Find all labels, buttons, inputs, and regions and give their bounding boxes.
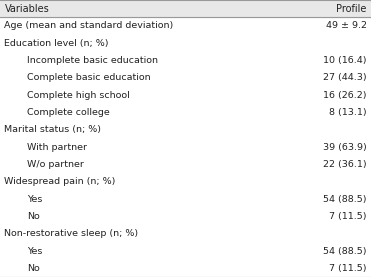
Text: Non-restorative sleep (n; %): Non-restorative sleep (n; %) — [4, 229, 139, 238]
Text: Yes: Yes — [27, 247, 42, 255]
Text: Education level (n; %): Education level (n; %) — [4, 39, 109, 48]
Text: 49 ± 9.2: 49 ± 9.2 — [325, 22, 367, 30]
Text: 7 (11.5): 7 (11.5) — [329, 264, 367, 273]
Text: 7 (11.5): 7 (11.5) — [329, 212, 367, 221]
Text: No: No — [27, 212, 39, 221]
Text: Complete high school: Complete high school — [27, 91, 129, 100]
Text: 27 (44.3): 27 (44.3) — [323, 73, 367, 82]
Text: Age (mean and standard deviation): Age (mean and standard deviation) — [4, 22, 174, 30]
Text: 54 (88.5): 54 (88.5) — [323, 195, 367, 204]
Text: Marital status (n; %): Marital status (n; %) — [4, 125, 101, 134]
Text: Widespread pain (n; %): Widespread pain (n; %) — [4, 177, 116, 186]
Text: Complete basic education: Complete basic education — [27, 73, 150, 82]
Text: With partner: With partner — [27, 143, 87, 152]
Text: No: No — [27, 264, 39, 273]
Text: 10 (16.4): 10 (16.4) — [323, 56, 367, 65]
Text: W/o partner: W/o partner — [27, 160, 83, 169]
Text: 39 (63.9): 39 (63.9) — [323, 143, 367, 152]
Text: 16 (26.2): 16 (26.2) — [323, 91, 367, 100]
Text: 22 (36.1): 22 (36.1) — [323, 160, 367, 169]
Text: Incomplete basic education: Incomplete basic education — [27, 56, 158, 65]
Text: 54 (88.5): 54 (88.5) — [323, 247, 367, 255]
Bar — [0, 0, 371, 17]
Text: Variables: Variables — [4, 4, 49, 14]
Text: Profile: Profile — [336, 4, 367, 14]
Text: 8 (13.1): 8 (13.1) — [329, 108, 367, 117]
Text: Yes: Yes — [27, 195, 42, 204]
Text: Complete college: Complete college — [27, 108, 109, 117]
